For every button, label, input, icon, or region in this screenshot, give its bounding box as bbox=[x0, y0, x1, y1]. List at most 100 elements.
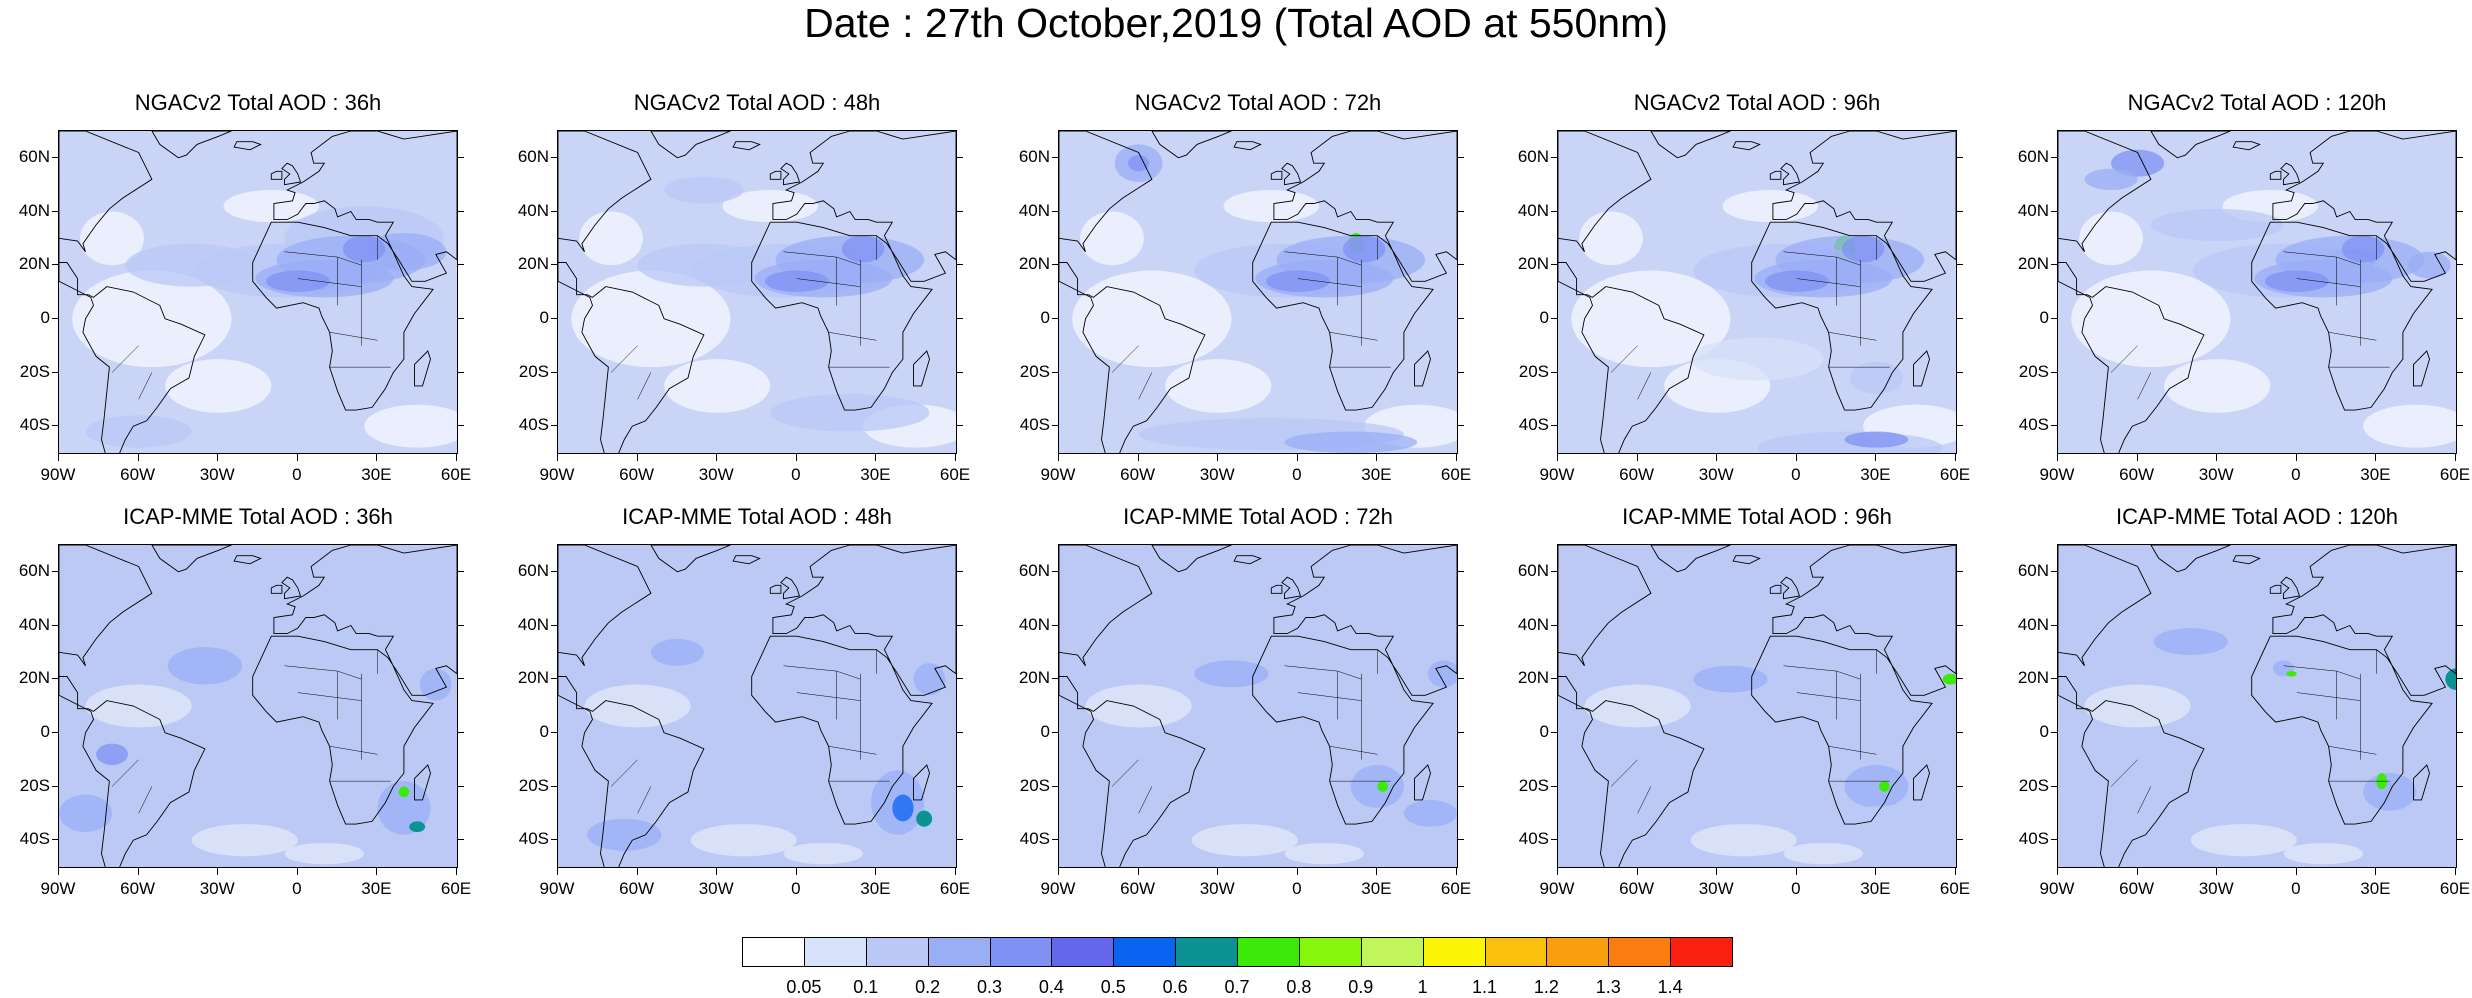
lon-tick bbox=[1217, 454, 1219, 461]
panel-title: NGACv2 Total AOD : 72h bbox=[1134, 90, 1382, 115]
colorbar-label: 0.9 bbox=[1348, 977, 1374, 997]
colorbar-label: 0.8 bbox=[1286, 977, 1312, 997]
lon-tick bbox=[137, 454, 139, 461]
lat-label: 40N bbox=[1517, 200, 1549, 220]
lat-tick bbox=[1551, 678, 1557, 680]
colorbar-label: 1.4 bbox=[1657, 977, 1683, 997]
lat-label: 40N bbox=[517, 614, 549, 634]
lat-label: 40S bbox=[1019, 415, 1050, 435]
lon-tick bbox=[875, 868, 877, 875]
colorbar-swatch bbox=[1175, 937, 1238, 967]
colorbar-swatch bbox=[1422, 937, 1486, 967]
lon-tick bbox=[1296, 454, 1298, 461]
lon-tick bbox=[955, 868, 956, 875]
lon-label: 30E bbox=[1361, 465, 1392, 484]
lon-label: 60E bbox=[440, 879, 472, 898]
lon-label: 0 bbox=[791, 465, 801, 484]
lon-label: 30W bbox=[2198, 465, 2234, 484]
lat-tick bbox=[52, 210, 58, 212]
lat-label: 60N bbox=[18, 560, 50, 580]
lon-tick bbox=[955, 454, 956, 461]
lat-tick bbox=[458, 839, 464, 841]
lat-label: 40S bbox=[1518, 415, 1549, 435]
lat-label: 60N bbox=[1517, 146, 1549, 166]
panel-title: NGACv2 Total AOD : 36h bbox=[134, 90, 382, 115]
lat-tick bbox=[551, 264, 557, 266]
lat-tick bbox=[2457, 156, 2463, 158]
lat-tick bbox=[52, 570, 58, 572]
lon-tick bbox=[2216, 454, 2218, 461]
lon-tick bbox=[716, 454, 718, 461]
lon-tick bbox=[1137, 454, 1139, 461]
colorbar-swatch bbox=[1113, 937, 1177, 967]
colorbar-label: 1.2 bbox=[1533, 977, 1559, 997]
lon-label: 60W bbox=[120, 879, 156, 898]
lon-label: 90W bbox=[2039, 465, 2075, 484]
lat-tick bbox=[1458, 425, 1464, 427]
lon-tick bbox=[1795, 868, 1797, 875]
map-frame bbox=[557, 544, 957, 868]
colorbar-swatch bbox=[1608, 937, 1672, 967]
lat-label: 60N bbox=[517, 146, 549, 166]
lat-tick bbox=[1957, 371, 1963, 373]
colorbar-swatch bbox=[803, 937, 867, 967]
colorbar-label: 0.2 bbox=[915, 977, 941, 997]
lat-tick bbox=[1458, 264, 1464, 266]
lat-tick bbox=[957, 317, 963, 319]
lat-label: 40S bbox=[19, 415, 50, 435]
lon-label: 0 bbox=[791, 879, 801, 898]
map-frame bbox=[58, 544, 458, 868]
lon-tick bbox=[456, 454, 457, 461]
colorbar-swatch bbox=[1546, 937, 1610, 967]
map-panel: NGACv2 Total AOD : 120h bbox=[2057, 90, 2457, 454]
panel-title: ICAP-MME Total AOD : 120h bbox=[2115, 504, 2399, 529]
colorbar-label: 0.5 bbox=[1100, 977, 1126, 997]
lon-label: 0 bbox=[1791, 879, 1801, 898]
lon-tick bbox=[296, 454, 298, 461]
aod-map bbox=[558, 545, 956, 867]
lat-tick bbox=[957, 839, 963, 841]
lon-tick bbox=[1137, 868, 1139, 875]
lat-tick bbox=[2051, 156, 2057, 158]
lat-label: 40S bbox=[2018, 415, 2049, 435]
lat-tick bbox=[2457, 264, 2463, 266]
lon-tick bbox=[1557, 868, 1558, 875]
colorbar-label: 1 bbox=[1417, 977, 1428, 997]
lon-label: 30E bbox=[361, 879, 392, 898]
lat-tick bbox=[2457, 785, 2463, 787]
lat-label: 0 bbox=[2039, 307, 2049, 327]
lat-label: 20S bbox=[1019, 361, 1050, 381]
lat-tick bbox=[1957, 678, 1963, 680]
lat-tick bbox=[52, 839, 58, 841]
lat-tick bbox=[1551, 731, 1557, 733]
lon-label: 60W bbox=[2119, 879, 2155, 898]
map-frame bbox=[1058, 130, 1458, 454]
lat-tick bbox=[957, 425, 963, 427]
lon-tick bbox=[2057, 868, 2058, 875]
lat-tick bbox=[1458, 156, 1464, 158]
lat-tick bbox=[1458, 624, 1464, 626]
lon-label: 30W bbox=[698, 879, 734, 898]
map-panel: NGACv2 Total AOD : 36h bbox=[58, 90, 458, 454]
map-panel: NGACv2 Total AOD : 96h bbox=[1557, 90, 1957, 454]
lon-label: 60W bbox=[1619, 879, 1655, 898]
lon-tick bbox=[1456, 868, 1457, 875]
lon-tick bbox=[2455, 868, 2456, 875]
lat-label: 20S bbox=[19, 361, 50, 381]
lat-tick bbox=[1957, 156, 1963, 158]
lat-tick bbox=[52, 264, 58, 266]
lon-label: 60E bbox=[1440, 465, 1472, 484]
lat-tick bbox=[52, 425, 58, 427]
lon-tick bbox=[1376, 868, 1378, 875]
lat-tick bbox=[2051, 317, 2057, 319]
lon-tick bbox=[58, 868, 59, 875]
lat-tick bbox=[2051, 371, 2057, 373]
lon-label: 0 bbox=[292, 465, 302, 484]
lat-tick bbox=[52, 371, 58, 373]
lon-tick bbox=[376, 454, 378, 461]
lon-label: 90W bbox=[40, 465, 76, 484]
lat-tick bbox=[551, 425, 557, 427]
lat-tick bbox=[1458, 678, 1464, 680]
lat-label: 40N bbox=[1018, 200, 1050, 220]
lat-tick bbox=[551, 210, 557, 212]
